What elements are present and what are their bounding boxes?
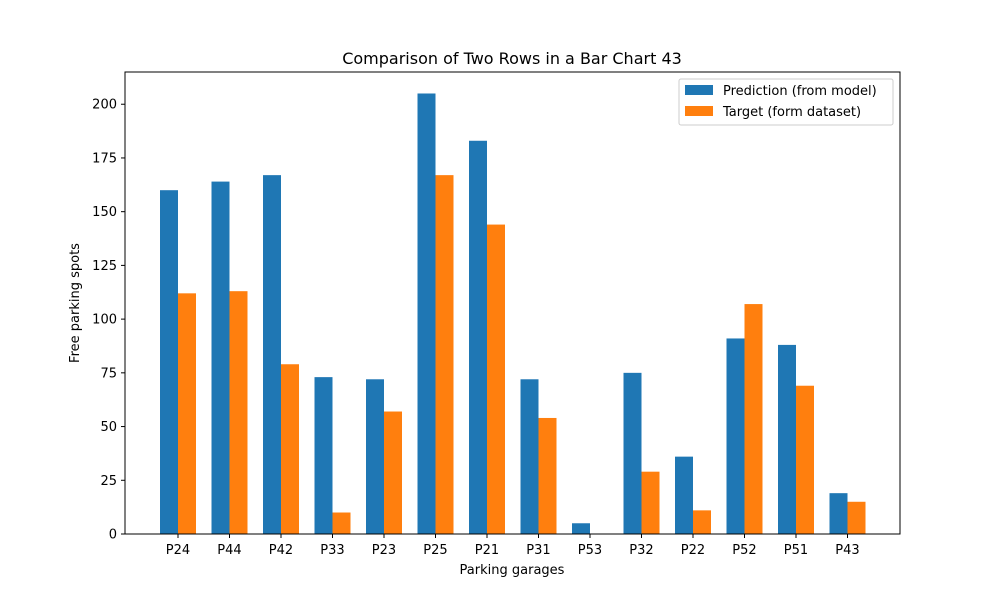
bar-prediction-p32 [623,372,642,534]
x-tick-label: P31 [526,543,550,558]
bar-target-p52 [744,304,763,534]
bar-target-p32 [641,471,660,534]
bar-prediction-p44 [211,181,230,534]
bar-target-p21 [487,224,505,534]
y-tick-label: 75 [100,366,117,381]
x-tick-label: P52 [732,543,756,558]
bar-prediction-p25 [417,93,436,535]
bars-layer [160,93,866,535]
y-tick-label: 0 [109,528,117,543]
y-tick-label: 150 [92,205,117,220]
x-tick-label: P23 [372,543,396,558]
y-axis-label: Free parking spots [68,243,83,363]
x-tick-label: P33 [320,543,344,558]
bar-prediction-p53 [572,523,590,534]
x-tick-label: P22 [681,543,705,558]
x-tick-label: P24 [166,543,190,558]
legend-swatch-prediction [685,85,713,95]
legend-label-prediction: Prediction (from model) [723,84,877,99]
chart-title: Comparison of Two Rows in a Bar Chart 43 [342,49,682,68]
x-ticks: P24 P44 P42 P33 P23 P25 P21 P31 P53 P32 P22 P52 P51 P… [166,534,860,558]
y-tick-label: 25 [100,474,117,489]
legend-label-target: Target (form dataset) [722,105,861,120]
bar-prediction-p33 [314,377,333,534]
legend-box [678,78,894,126]
bar-prediction-p23 [366,379,384,534]
x-tick-label: P25 [423,543,447,558]
bar-target-p44 [229,291,248,534]
bar-prediction-p31 [520,379,539,534]
y-tick-label: 100 [92,313,117,328]
x-tick-label: P32 [629,543,653,558]
bar-target-p51 [796,385,814,534]
bar-prediction-p42 [263,175,281,534]
bar-target-p33 [332,512,351,534]
legend: Prediction (from model) Target (form dat… [678,78,894,126]
bar-target-p23 [384,411,402,534]
legend-swatch-target [685,106,713,116]
x-tick-label: P51 [784,543,808,558]
bar-target-p43 [847,501,866,534]
bar-prediction-p22 [675,456,693,534]
bar-target-p25 [435,175,454,534]
x-tick-label: P44 [217,543,241,558]
bar-prediction-p21 [469,140,487,534]
bar-prediction-p51 [778,344,796,534]
bar-target-p42 [281,364,299,534]
bar-prediction-p52 [726,338,745,534]
plot-frame [124,71,901,535]
y-tick-label: 200 [92,98,117,113]
x-tick-label: P43 [835,543,859,558]
y-tick-label: 175 [92,151,117,166]
bar-target-p31 [538,417,557,534]
x-tick-label: P21 [475,543,499,558]
x-tick-label: P53 [578,543,602,558]
bar-target-p24 [178,293,196,534]
y-ticks: 0 25 50 75 100 125 150 175 200 [92,98,125,543]
x-axis-label: Parking garages [460,563,565,578]
y-tick-label: 125 [92,259,117,274]
x-tick-label: P42 [269,543,293,558]
bar-target-p22 [693,510,711,534]
bar-prediction-p24 [160,190,178,534]
y-tick-label: 50 [100,420,117,435]
bar-prediction-p43 [829,493,848,534]
